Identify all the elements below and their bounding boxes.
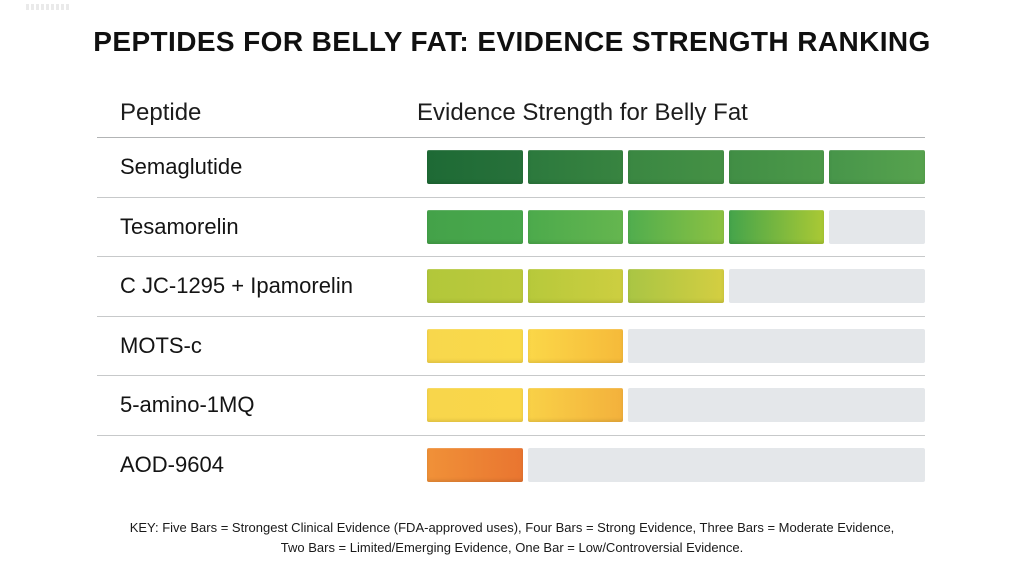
evidence-bar-segment — [527, 209, 624, 244]
peptide-name: C JC-1295 + Ipamorelin — [120, 273, 353, 299]
table-row: 5-amino-1MQ — [97, 376, 925, 436]
evidence-bar-segment — [527, 328, 624, 363]
table-row: AOD-9604 — [97, 436, 925, 496]
corner-watermark-artifact — [26, 4, 70, 10]
evidence-bar-segment — [427, 388, 523, 423]
empty-track — [829, 209, 925, 244]
evidence-bar-segment — [527, 150, 624, 185]
evidence-bar-segment — [728, 209, 825, 244]
empty-track — [628, 328, 925, 363]
evidence-bar-segment — [427, 150, 523, 185]
evidence-bar — [427, 269, 925, 304]
evidence-bar-segment — [427, 448, 523, 483]
evidence-bar-segment — [628, 209, 724, 244]
chart-key-caption: KEY: Five Bars = Strongest Clinical Evid… — [0, 518, 1024, 558]
table-row: C JC-1295 + Ipamorelin — [97, 257, 925, 317]
evidence-bar — [427, 448, 925, 483]
evidence-bar-segment — [427, 209, 523, 244]
peptide-name: Tesamorelin — [120, 213, 239, 239]
empty-track — [728, 269, 925, 304]
key-text-line2: Two Bars = Limited/Emerging Evidence, On… — [280, 540, 744, 556]
table-row: Tesamorelin — [97, 198, 925, 257]
evidence-table: Peptide Evidence Strength for Belly Fat … — [97, 86, 925, 495]
evidence-bar — [427, 388, 925, 423]
evidence-bar-segment — [728, 150, 825, 185]
evidence-bar-segment — [628, 269, 724, 304]
evidence-bar-segment — [829, 150, 925, 185]
column-header-evidence-strength: Evidence Strength for Belly Fat — [417, 99, 748, 126]
table-header-row: Peptide Evidence Strength for Belly Fat — [97, 86, 925, 138]
key-text-line1: KEY: Five Bars = Strongest Clinical Evid… — [129, 520, 895, 535]
evidence-bar — [427, 328, 925, 363]
evidence-bar — [427, 150, 925, 185]
table-row: Semaglutide — [97, 138, 925, 198]
evidence-bar-segment — [527, 269, 624, 304]
peptide-name: Semaglutide — [120, 154, 243, 180]
peptide-name: MOTS-c — [120, 332, 202, 358]
evidence-bar-segment — [427, 328, 523, 363]
column-header-peptide: Peptide — [120, 99, 202, 126]
evidence-bar — [427, 209, 925, 244]
evidence-bar-segment — [427, 269, 523, 304]
empty-track — [628, 388, 925, 423]
peptide-name: 5-amino-1MQ — [120, 392, 255, 418]
empty-track — [527, 448, 925, 483]
table-row: MOTS-c — [97, 317, 925, 376]
page-title: PEPTIDES FOR BELLY FAT: EVIDENCE STRENGT… — [93, 26, 931, 57]
peptide-name: AOD-9604 — [120, 452, 224, 478]
table-body: Semaglutide Tesamorelin C JC-1295 + Ipamor… — [97, 138, 925, 495]
evidence-bar-segment — [628, 150, 724, 185]
evidence-bar-segment — [527, 388, 624, 423]
